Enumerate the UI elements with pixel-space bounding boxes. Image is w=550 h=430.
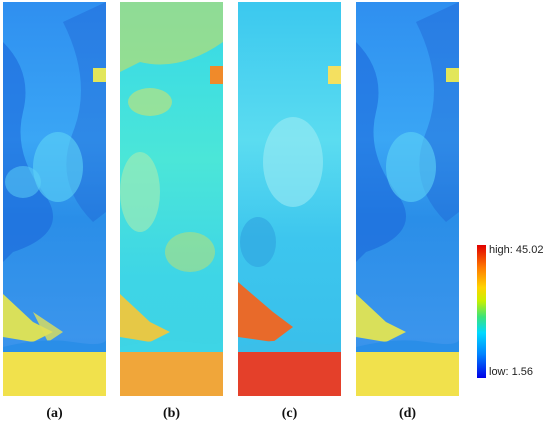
panel-b-map [120,2,223,396]
panel-c-map [238,2,341,396]
panel-d-caption: (d) [398,406,417,421]
colorbar-high-label: high: 45.02 [489,244,544,256]
panel-d-map [356,2,459,396]
panel-b-caption: (b) [162,406,181,421]
panel-a-map [3,2,106,396]
colorbar-low-label: low: 1.56 [489,366,534,378]
colorbar-legend [477,245,486,378]
panel-a-caption: (a) [46,406,63,421]
panel-c-caption: (c) [281,406,298,421]
